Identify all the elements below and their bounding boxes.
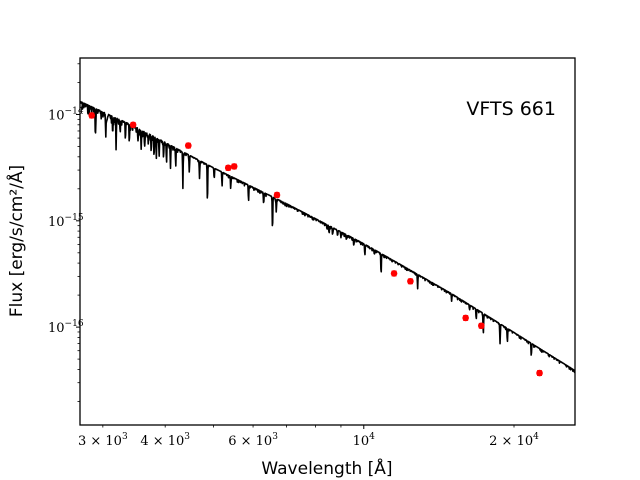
photometry-point (407, 277, 414, 285)
photometry-point (129, 121, 137, 129)
x-tick-label: 3 × 103 (78, 432, 128, 449)
x-tick-label: 2 × 104 (489, 432, 539, 449)
photometry-point (390, 270, 398, 277)
x-axis-label: Wavelength [Å] (261, 457, 392, 479)
photometry-layer (88, 112, 543, 377)
y-tick-label: 10−16 (48, 319, 84, 336)
x-axis: 3 × 103 4 × 103 6 × 103 104 2 × 104 (78, 425, 539, 449)
x-tick-label: 6 × 103 (228, 432, 278, 449)
y-tick-label: 10−15 (48, 213, 84, 230)
x-tick-label: 4 × 103 (140, 432, 190, 449)
model-spectrum-layer (80, 100, 575, 374)
plot-frame (79, 57, 576, 426)
y-axis: 10−16 10−15 10−14 (48, 63, 84, 402)
y-axis-label: Flux [erg/s/cm²/Å] (5, 165, 27, 317)
photometry-point (184, 142, 192, 149)
y-tick-label: 10−14 (48, 106, 84, 123)
photometry-point (478, 322, 485, 330)
model-spectrum-line (80, 100, 575, 374)
x-tick-label: 104 (353, 432, 376, 449)
photometry-point (230, 163, 238, 170)
photometry-point (224, 164, 232, 172)
star-name-annotation: VFTS 661 (466, 98, 556, 120)
photometry-point (462, 314, 469, 322)
photometry-point (88, 112, 96, 119)
photometry-point (273, 191, 281, 199)
photometry-point (536, 369, 543, 377)
